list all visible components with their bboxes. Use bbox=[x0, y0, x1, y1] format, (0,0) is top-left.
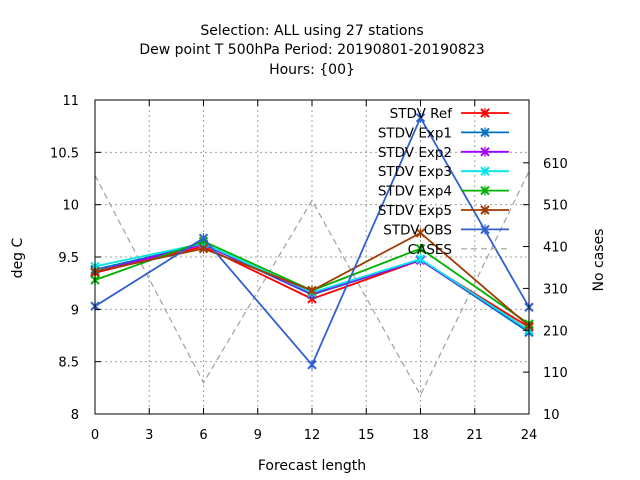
legend-marker-stdv-exp3 bbox=[480, 166, 490, 177]
y-tick-label: 10.5 bbox=[50, 146, 79, 161]
legend-label-stdv-exp1: STDV Exp1 bbox=[378, 125, 452, 141]
legend-marker-stdv-exp4 bbox=[480, 185, 490, 196]
legend-label-cases: CASES bbox=[408, 242, 452, 258]
series-stdv-exp5 bbox=[90, 227, 534, 332]
data-point-stdv-obs bbox=[198, 233, 209, 244]
y2-tick-label: 510 bbox=[543, 199, 568, 214]
x-tick-label: 9 bbox=[254, 428, 262, 443]
legend-label-stdv-ref: STDV Ref bbox=[390, 106, 454, 122]
grid bbox=[95, 100, 529, 414]
x-tick-label: 0 bbox=[91, 428, 99, 443]
legend-label-stdv-exp3: STDV Exp3 bbox=[378, 164, 452, 180]
x-tick-label: 3 bbox=[145, 428, 153, 443]
data-point-stdv-exp5 bbox=[198, 243, 209, 254]
legend-label-stdv-obs: STDV OBS bbox=[383, 222, 452, 238]
x-tick-label: 6 bbox=[199, 428, 207, 443]
y-tick-label: 9.5 bbox=[58, 251, 79, 266]
series-line-cases bbox=[94, 170, 530, 397]
legend-label-stdv-exp4: STDV Exp4 bbox=[378, 184, 452, 200]
y2-tick-label: 410 bbox=[543, 241, 568, 256]
y-tick-label: 11 bbox=[62, 94, 79, 109]
y-axis-label: deg C bbox=[10, 237, 26, 278]
title-line-3: Hours: {00} bbox=[269, 62, 355, 78]
data-point-stdv-obs bbox=[307, 359, 317, 370]
y2-tick-label: 210 bbox=[543, 324, 568, 339]
x-tick-label: 24 bbox=[521, 428, 538, 443]
legend-label-stdv-exp5: STDV Exp5 bbox=[378, 203, 452, 219]
legend-marker-stdv-obs bbox=[480, 224, 490, 235]
y-tick-label: 10 bbox=[62, 199, 79, 214]
y-tick-label: 9 bbox=[71, 303, 79, 318]
y2-tick-label: 110 bbox=[543, 366, 568, 381]
legend-marker-stdv-exp2 bbox=[480, 146, 490, 157]
x-axis-label: Forecast length bbox=[258, 458, 366, 474]
chart-title: Selection: ALL using 27 stations Dew poi… bbox=[139, 23, 484, 78]
series-cases bbox=[94, 170, 530, 397]
legend-marker-stdv-exp5 bbox=[480, 205, 490, 215]
y2-tick-label: 610 bbox=[543, 157, 568, 172]
x-tick-label: 15 bbox=[358, 428, 375, 443]
y-tick-label: 8.5 bbox=[58, 356, 79, 371]
data-point-stdv-obs bbox=[415, 112, 426, 123]
title-line-2: Dew point T 500hPa Period: 20190801-2019… bbox=[139, 42, 484, 58]
y2-tick-label: 310 bbox=[543, 282, 568, 297]
ticks: 0 3 6 9 12 15 18 21 24 8 8.5 9 9.5 10 10.5 11 10 110 210 31… bbox=[50, 94, 568, 443]
legend-marker-stdv-ref bbox=[480, 108, 490, 118]
legend-label-stdv-exp2: STDV Exp2 bbox=[378, 145, 452, 161]
title-line-1: Selection: ALL using 27 stations bbox=[200, 23, 423, 39]
data-point-stdv-exp5 bbox=[307, 285, 317, 296]
cases-layer bbox=[94, 170, 530, 397]
x-tick-label: 12 bbox=[304, 428, 321, 443]
y2-axis-label: No cases bbox=[591, 229, 607, 292]
legend: STDV Ref STDV Exp1 STDV Exp2 STDV Exp3 STDV … bbox=[378, 106, 509, 258]
data-point-stdv-exp4 bbox=[415, 243, 426, 254]
y2-tick-label: 10 bbox=[543, 408, 560, 423]
y-tick-label: 8 bbox=[71, 408, 79, 423]
data-point-stdv-exp3 bbox=[415, 254, 426, 265]
legend-marker-stdv-exp1 bbox=[480, 127, 490, 138]
x-tick-label: 21 bbox=[466, 428, 483, 443]
data-point-stdv-exp5 bbox=[415, 227, 426, 238]
x-tick-label: 18 bbox=[412, 428, 429, 443]
